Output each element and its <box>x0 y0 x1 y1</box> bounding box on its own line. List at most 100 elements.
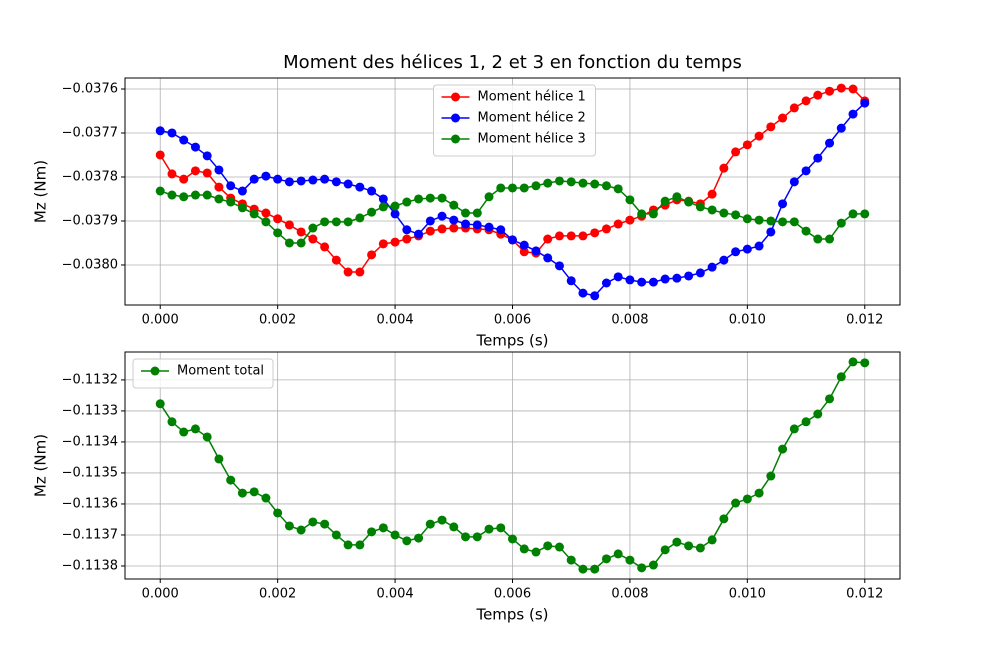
data-point <box>308 223 318 233</box>
data-point <box>226 197 236 207</box>
data-point <box>566 276 576 286</box>
data-point <box>860 209 870 219</box>
data-point <box>672 537 682 547</box>
data-point <box>320 217 330 227</box>
data-point <box>190 142 200 152</box>
data-point <box>613 184 623 194</box>
data-point <box>402 225 412 235</box>
data-point <box>848 109 858 119</box>
data-point <box>719 255 729 265</box>
data-point <box>472 208 482 218</box>
data-point <box>167 190 177 200</box>
data-point <box>578 178 588 188</box>
data-point <box>461 208 471 218</box>
data-point <box>190 190 200 200</box>
data-point <box>355 182 365 192</box>
x-tick-label: 0.010 <box>729 313 766 328</box>
data-point <box>155 399 165 409</box>
data-point <box>296 176 306 186</box>
y-tick-label: −0.0379 <box>62 213 118 228</box>
data-point <box>273 228 283 238</box>
data-point <box>660 274 670 284</box>
data-point <box>801 96 811 106</box>
data-point <box>155 126 165 136</box>
data-point <box>425 216 435 226</box>
y-tick-label: −0.1133 <box>62 403 118 418</box>
data-point <box>860 358 870 368</box>
data-point <box>284 220 294 230</box>
data-point <box>331 177 341 187</box>
data-point <box>449 215 459 225</box>
y-tick-label: −0.1138 <box>62 558 118 573</box>
data-point <box>437 193 447 203</box>
data-point <box>284 177 294 187</box>
data-point <box>625 555 635 565</box>
y-axis-label: Mz (Nm) <box>32 160 50 223</box>
legend-label: Moment hélice 1 <box>478 90 586 105</box>
data-point <box>731 210 741 220</box>
data-point <box>625 275 635 285</box>
data-point <box>343 540 353 550</box>
data-point <box>519 544 529 554</box>
data-point <box>789 103 799 113</box>
legend: Moment hélice 1 Moment hélice 2 Moment hél… <box>433 84 596 157</box>
data-point <box>543 178 553 188</box>
data-point <box>261 217 271 227</box>
data-point <box>660 196 670 206</box>
data-point <box>378 239 388 249</box>
data-point <box>273 174 283 184</box>
data-point <box>672 273 682 283</box>
chart-title: Moment des hélices 1, 2 et 3 en fonction… <box>283 52 742 73</box>
data-point <box>825 138 835 148</box>
data-point <box>590 291 600 301</box>
data-point <box>402 536 412 546</box>
data-point <box>179 427 189 437</box>
data-point <box>296 238 306 248</box>
data-point <box>355 267 365 277</box>
x-tick-label: 0.006 <box>494 587 531 602</box>
data-point <box>531 246 541 256</box>
data-point <box>848 84 858 94</box>
data-point <box>648 209 658 219</box>
data-point <box>836 218 846 228</box>
data-point <box>731 498 741 508</box>
data-point <box>496 523 506 533</box>
data-point <box>273 508 283 518</box>
data-point <box>414 533 424 543</box>
data-point <box>378 194 388 204</box>
data-point <box>554 542 564 552</box>
x-tick-label: 0.012 <box>846 587 883 602</box>
data-point <box>695 202 705 212</box>
data-point <box>754 215 764 225</box>
data-point <box>531 181 541 191</box>
data-point <box>320 174 330 184</box>
data-point <box>543 253 553 263</box>
x-tick-label: 0.000 <box>142 587 179 602</box>
data-point <box>825 86 835 96</box>
data-point <box>578 564 588 574</box>
legend-label: Moment hélice 3 <box>478 132 586 147</box>
data-point <box>237 488 247 498</box>
data-point <box>778 217 788 227</box>
y-tick-label: −0.0376 <box>62 81 118 96</box>
data-point <box>214 165 224 175</box>
data-point <box>695 543 705 553</box>
data-point <box>566 231 576 241</box>
x-tick-label: 0.004 <box>376 313 413 328</box>
data-point <box>836 372 846 382</box>
x-tick-label: 0.008 <box>611 313 648 328</box>
x-tick-label: 0.010 <box>729 587 766 602</box>
data-point <box>613 272 623 282</box>
data-point <box>308 234 318 244</box>
data-point <box>179 192 189 202</box>
data-point <box>284 521 294 531</box>
x-tick-label: 0.002 <box>259 587 296 602</box>
data-point <box>766 471 776 481</box>
data-point <box>449 200 459 210</box>
data-point <box>214 194 224 204</box>
data-point <box>508 534 517 544</box>
data-point <box>848 209 858 219</box>
legend-frame <box>433 84 596 157</box>
y-tick-label: −0.1136 <box>62 496 118 511</box>
data-point <box>742 244 752 254</box>
